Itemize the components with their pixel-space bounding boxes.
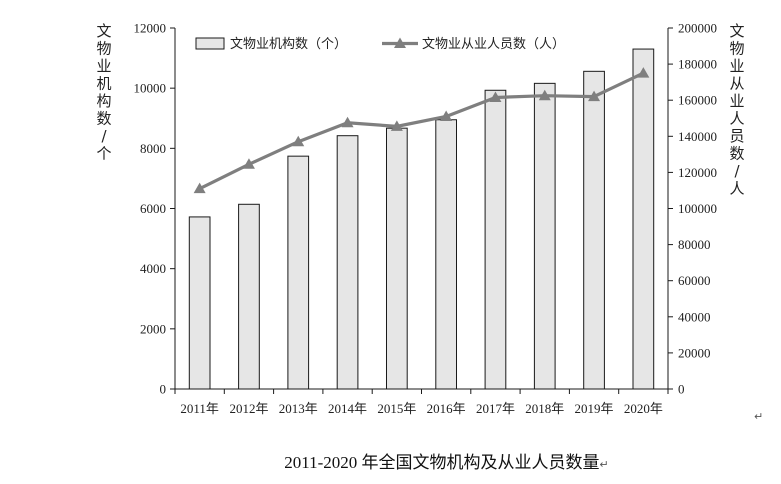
right-tick-label: 100000: [678, 201, 717, 216]
x-tick-label: 2018年: [525, 401, 564, 416]
bar: [188, 216, 211, 390]
x-tick-label: 2011年: [180, 401, 219, 416]
line-point-marker: [538, 89, 551, 101]
bar: [238, 203, 260, 390]
legend-bar-label: 文物业机构数（个）: [230, 37, 347, 52]
left-axis-title: 文物业机构数/个: [96, 22, 111, 163]
bar: [533, 82, 556, 390]
legend: 文物业机构数（个） 文物业从业人员数（人）: [195, 37, 565, 52]
caption-text: 2011-2020 年全国文物机构及从业人员数量: [284, 453, 600, 472]
left-tick-label: 0: [160, 382, 167, 397]
line-series: [198, 71, 645, 191]
right-tick-label: 80000: [678, 237, 711, 252]
chart-caption: 2011-2020 年全国文物机构及从业人员数量↵: [0, 448, 781, 473]
right-tick-label: 40000: [678, 309, 711, 324]
bar: [385, 127, 408, 390]
right-tick-label: 0: [678, 382, 685, 397]
x-tick-label: 2016年: [427, 401, 466, 416]
left-tick-label: 12000: [134, 21, 167, 36]
paragraph-mark: ↵: [599, 459, 609, 471]
right-tick-label: 20000: [678, 345, 711, 360]
line-point-marker: [390, 120, 403, 131]
left-tick-label: 2000: [140, 321, 166, 336]
corner-paragraph-mark: ↵: [754, 410, 764, 423]
left-tick-label: 10000: [134, 81, 167, 96]
line-point-marker: [440, 110, 453, 121]
line-point-marker: [193, 182, 206, 194]
left-tick-label: 4000: [140, 261, 166, 276]
bar: [336, 135, 359, 390]
line-point-marker: [341, 116, 354, 128]
right-tick-label: 200000: [678, 21, 717, 36]
combo-chart: 0200040006000800010000120000200004000060…: [96, 21, 744, 417]
bar: [484, 89, 507, 390]
right-tick-label: 140000: [678, 129, 717, 144]
bar: [632, 48, 655, 390]
bar: [287, 155, 310, 390]
x-tick-label: 2020年: [624, 401, 663, 416]
right-tick-label: 180000: [678, 57, 717, 72]
line-point-marker: [637, 67, 650, 78]
x-tick-label: 2019年: [575, 401, 614, 416]
x-tick-label: 2012年: [229, 401, 268, 416]
x-tick-label: 2014年: [328, 401, 367, 416]
line-point-marker: [242, 158, 255, 169]
x-tick-label: 2015年: [377, 401, 416, 416]
line-point-marker: [292, 135, 305, 147]
right-tick-label: 160000: [678, 93, 717, 108]
right-axis-title: 文物业从业人员数/人: [729, 22, 744, 198]
left-tick-label: 6000: [140, 201, 166, 216]
legend-line-label: 文物业从业人员数（人）: [422, 37, 565, 52]
left-tick-label: 8000: [140, 141, 166, 156]
right-tick-label: 60000: [678, 273, 711, 288]
x-tick-label: 2013年: [279, 401, 318, 416]
x-tick-label: 2017年: [476, 401, 515, 416]
right-tick-label: 120000: [678, 165, 717, 180]
line-point-marker: [489, 91, 502, 102]
legend-line-marker: [394, 37, 406, 48]
bar: [435, 119, 458, 390]
legend-bar-swatch: [195, 37, 225, 50]
bar: [583, 70, 605, 390]
line-point-marker: [588, 90, 601, 102]
